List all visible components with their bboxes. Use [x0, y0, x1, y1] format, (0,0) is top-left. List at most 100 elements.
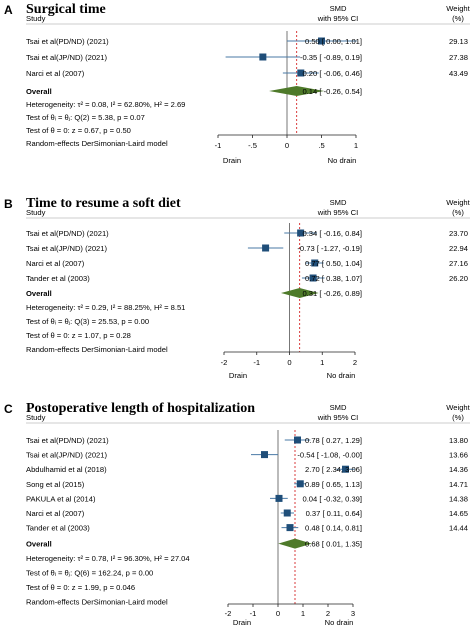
- study-marker: [286, 524, 294, 532]
- study-name: Narci et al (2007): [26, 509, 85, 518]
- study-smd-ci: 0.78 [ 0.27, 1.29]: [305, 436, 362, 445]
- stat-line: Heterogeneity: τ² = 0.08, I² = 62.80%, H…: [26, 100, 185, 109]
- stat-line: Heterogeneity: τ² = 0.29, I² = 88.25%, H…: [26, 303, 185, 312]
- x-tick-label: -.5: [248, 141, 257, 150]
- study-weight: 13.66: [449, 451, 468, 460]
- study-weight: 43.49: [449, 69, 468, 78]
- smd-column-header: SMD: [330, 403, 347, 412]
- overall-label: Overall: [26, 87, 52, 96]
- study-marker: [309, 274, 317, 282]
- ci-column-header: with 95% CI: [317, 208, 359, 217]
- study-smd-ci: 0.37 [ 0.11, 0.64]: [306, 509, 362, 518]
- study-marker: [297, 229, 305, 237]
- study-weight: 27.16: [449, 259, 468, 268]
- ci-column-header: with 95% CI: [317, 14, 359, 23]
- study-name: Tsai et al(PD/ND) (2021): [26, 436, 109, 445]
- panel-letter: C: [4, 402, 13, 416]
- weight-column-header: Weight: [446, 4, 470, 13]
- x-tick-label: 1: [354, 141, 358, 150]
- overall-smd-ci: 0.14 [ -0.26, 0.54]: [302, 87, 362, 96]
- study-marker: [342, 465, 349, 473]
- smd-column-header: SMD: [330, 4, 347, 13]
- x-label-drain: Drain: [233, 618, 251, 627]
- study-smd-ci: 0.77 [ 0.50, 1.04]: [305, 259, 362, 268]
- overall-diamond: [269, 86, 325, 96]
- study-weight: 14.44: [449, 524, 468, 533]
- study-weight: 23.70: [449, 229, 468, 238]
- overall-smd-ci: 0.68 [ 0.01, 1.35]: [305, 540, 362, 549]
- study-smd-ci: 0.50 [ 0.00, 1.01]: [305, 37, 362, 46]
- study-name: Narci et al (2007): [26, 259, 85, 268]
- stat-line: Test of θ = 0: z = 1.99, p = 0.046: [26, 583, 135, 592]
- study-name: Abdulhamid et al (2018): [26, 465, 107, 474]
- x-tick-label: 0: [276, 609, 280, 618]
- x-tick-label: 1: [320, 358, 324, 367]
- study-marker: [294, 436, 301, 444]
- study-name: Song et al (2015): [26, 480, 85, 489]
- overall-smd-ci: 0.31 [ -0.26, 0.89]: [302, 289, 362, 298]
- overall-diamond: [278, 538, 312, 549]
- stat-line: Test of θ = 0: z = 1.07, p = 0.28: [26, 331, 131, 340]
- model-note: Random-effects DerSimonian-Laird model: [26, 139, 168, 148]
- x-tick-label: 3: [351, 609, 355, 618]
- overall-label: Overall: [26, 289, 52, 298]
- study-marker: [297, 69, 305, 77]
- study-name: Tsai et al(JP/ND) (2021): [26, 53, 107, 62]
- x-label-no-drain: No drain: [327, 371, 356, 380]
- study-name: Tsai et al(PD/ND) (2021): [26, 229, 109, 238]
- x-tick-label: 0: [287, 358, 291, 367]
- x-label-drain: Drain: [229, 371, 247, 380]
- x-label-no-drain: No drain: [328, 156, 357, 165]
- study-weight: 14.36: [449, 465, 468, 474]
- weight-unit-header: (%): [452, 14, 464, 23]
- study-column-header: Study: [26, 208, 46, 217]
- stat-line: Test of θ = 0: z = 0.67, p = 0.50: [26, 126, 131, 135]
- study-marker: [283, 509, 291, 517]
- study-smd-ci: 0.72 [ 0.38, 1.07]: [305, 274, 362, 283]
- x-tick-label: -2: [225, 609, 232, 618]
- stat-line: Test of θᵢ = θⱼ: Q(2) = 5.38, p = 0.07: [26, 113, 145, 122]
- study-smd-ci: 0.20 [ -0.06, 0.46]: [302, 69, 362, 78]
- study-name: Narci et al (2007): [26, 69, 85, 78]
- study-marker: [296, 480, 304, 488]
- x-tick-label: -2: [221, 358, 228, 367]
- study-smd-ci: 0.34 [ -0.16, 0.84]: [302, 229, 362, 238]
- study-smd-ci: -0.73 [ -1.27, -0.19]: [297, 244, 362, 253]
- panel-letter: B: [4, 197, 13, 211]
- study-smd-ci: 0.48 [ 0.14, 0.81]: [305, 524, 362, 533]
- weight-unit-header: (%): [452, 413, 464, 422]
- study-weight: 13.80: [449, 436, 468, 445]
- study-marker: [318, 37, 325, 45]
- x-tick-label: -1: [253, 358, 260, 367]
- x-tick-label: -1: [215, 141, 222, 150]
- study-marker: [259, 53, 267, 61]
- weight-column-header: Weight: [446, 403, 470, 412]
- study-smd-ci: -0.35 [ -0.89, 0.19]: [300, 53, 362, 62]
- panel-title: Postoperative length of hospitalization: [26, 401, 255, 416]
- study-name: PAKULA et al (2014): [26, 494, 96, 503]
- study-smd-ci: 0.89 [ 0.65, 1.13]: [305, 480, 362, 489]
- panel-title: Surgical time: [26, 2, 106, 17]
- x-tick-label: -1: [250, 609, 257, 618]
- panel-letter: A: [4, 3, 13, 17]
- study-weight: 22.94: [449, 244, 468, 253]
- x-tick-label: 2: [326, 609, 330, 618]
- x-label-drain: Drain: [223, 156, 241, 165]
- study-column-header: Study: [26, 413, 46, 422]
- weight-column-header: Weight: [446, 198, 470, 207]
- model-note: Random-effects DerSimonian-Laird model: [26, 345, 168, 354]
- study-name: Tsai et al(PD/ND) (2021): [26, 37, 109, 46]
- x-tick-label: 1: [301, 609, 305, 618]
- weight-unit-header: (%): [452, 208, 464, 217]
- overall-label: Overall: [26, 540, 52, 549]
- study-weight: 29.13: [449, 37, 468, 46]
- study-weight: 26.20: [449, 274, 468, 283]
- model-note: Random-effects DerSimonian-Laird model: [26, 598, 168, 607]
- study-marker: [262, 244, 270, 252]
- x-tick-label: 2: [353, 358, 357, 367]
- stat-line: Test of θᵢ = θⱼ: Q(6) = 162.24, p = 0.00: [26, 569, 153, 578]
- study-column-header: Study: [26, 14, 46, 23]
- x-label-no-drain: No drain: [325, 618, 354, 627]
